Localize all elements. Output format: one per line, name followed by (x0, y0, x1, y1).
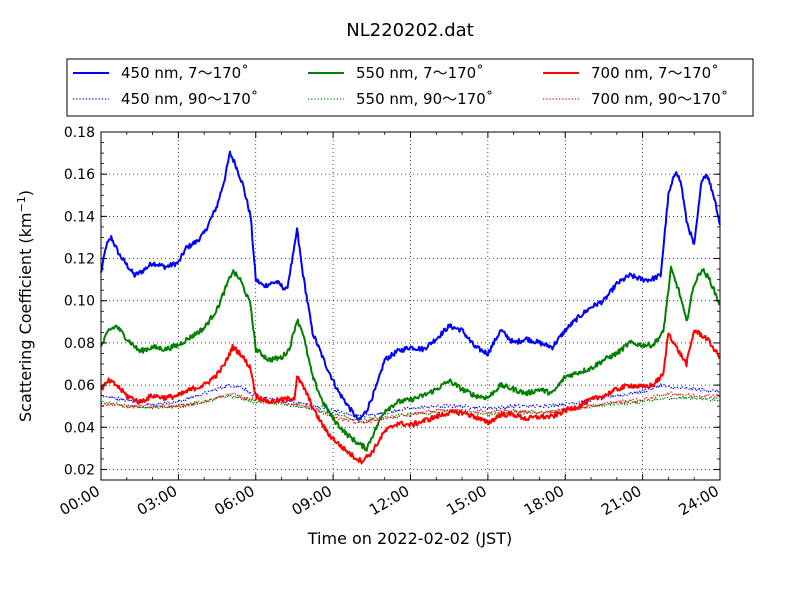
y-tick-label: 0.06 (64, 378, 95, 394)
x-tick-label: 06:00 (211, 482, 257, 519)
legend: 450 nm, 7～170˚ 450 nm, 90～170˚ 550 nm, 7～1… (66, 58, 754, 117)
legend-label: 550 nm, 90～170˚ (356, 90, 493, 108)
y-tick-label: 0.12 (64, 252, 95, 268)
x-tick-label: 00:00 (57, 482, 103, 519)
y-axis-label-exponent: −1 (15, 196, 28, 212)
series-lines (100, 150, 721, 465)
y-axis-label: Scattering Coefficient (km−1) (15, 190, 35, 422)
x-axis-label: Time on 2022-02-02 (JST) (307, 529, 512, 548)
legend-label: 550 nm, 7～170˚ (356, 64, 484, 82)
y-axis-label-main: Scattering Coefficient (km (16, 212, 35, 422)
legend-label: 700 nm, 7～170˚ (591, 64, 719, 82)
x-tick-label: 15:00 (443, 482, 489, 519)
x-tick-label: 21:00 (598, 482, 644, 519)
legend-box (66, 58, 754, 117)
y-tick-label: 0.10 (64, 294, 95, 310)
y-tick-label: 0.16 (64, 167, 95, 183)
legend-label: 700 nm, 90～170˚ (591, 90, 728, 108)
series-line-6 (100, 391, 721, 425)
legend-label: 450 nm, 90～170˚ (121, 90, 258, 108)
y-tick-label: 0.18 (64, 125, 95, 141)
y-axis-label-close: ) (16, 190, 35, 196)
x-tick-label: 09:00 (289, 482, 335, 519)
x-tick-label: 18:00 (521, 482, 567, 519)
legend-label: 450 nm, 7～170˚ (121, 64, 249, 82)
y-tick-label: 0.14 (64, 209, 95, 225)
x-tick-label: 03:00 (134, 482, 180, 519)
x-tick-label: 12:00 (366, 482, 412, 519)
plot-area: 0.02 0.04 0.06 0.08 0.10 0.12 0.14 0.16 0.18 00:0… (57, 125, 722, 519)
series-line-5 (100, 329, 721, 465)
series-line-1 (100, 150, 721, 421)
y-tick-label: 0.02 (64, 462, 95, 478)
chart-title: NL220202.dat (346, 20, 473, 41)
x-tick-label: 24:00 (676, 482, 722, 519)
y-tick-label: 0.04 (64, 420, 95, 436)
y-tick-label: 0.08 (64, 336, 95, 352)
series-line-3 (100, 265, 721, 452)
